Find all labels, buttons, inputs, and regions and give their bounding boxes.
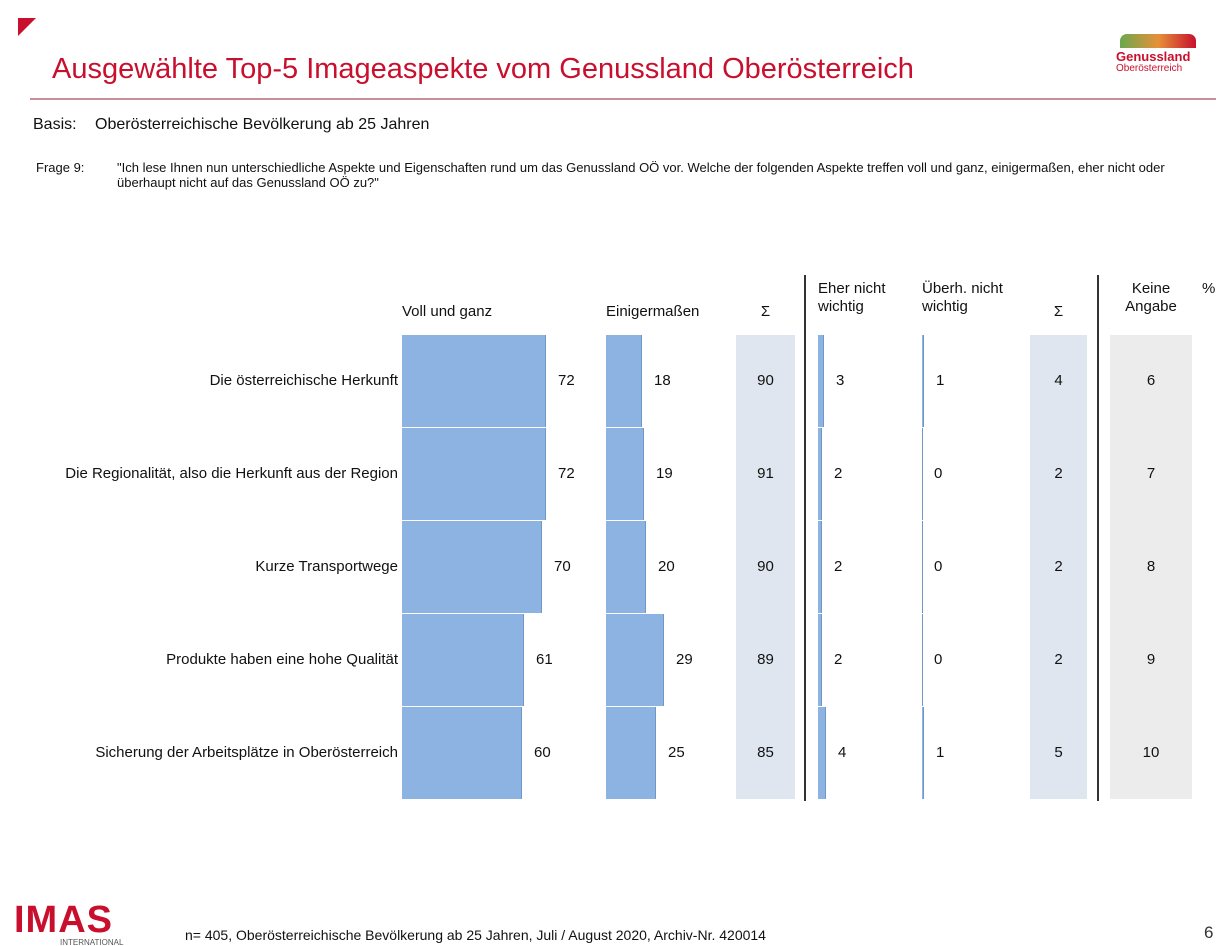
footer-logo: IMAS [14, 899, 113, 941]
bar [606, 614, 664, 706]
value-label: 8 [1146, 558, 1156, 575]
value-label: 7 [1146, 465, 1156, 482]
bar [818, 521, 822, 613]
column-header: Σ [1053, 303, 1064, 320]
bar [402, 335, 546, 427]
value-label: 10 [1142, 744, 1160, 761]
page-number: 6 [1204, 923, 1214, 942]
bar [402, 707, 522, 799]
bar [402, 521, 542, 613]
bar [818, 707, 826, 799]
column-header: Σ [760, 303, 771, 320]
value-label: 19 [656, 465, 673, 482]
bar [606, 428, 644, 520]
title: Ausgewählte Top-5 Imageaspekte vom Genus… [52, 53, 914, 85]
value-label: 5 [1054, 744, 1063, 761]
column-background [736, 335, 795, 799]
value-label: 91 [757, 465, 774, 482]
value-label: 90 [757, 558, 774, 575]
bar [818, 335, 824, 427]
value-label: 2 [1054, 465, 1063, 482]
value-label: 18 [654, 372, 671, 389]
column-header: Keine Angabe [1125, 280, 1177, 315]
value-label: 29 [676, 651, 693, 668]
column-header: Überh. nicht wichtig [922, 280, 1003, 315]
bar [922, 707, 924, 799]
logo-icon [1120, 34, 1196, 48]
value-label: 3 [836, 372, 845, 389]
value-label: 61 [536, 651, 553, 668]
value-label: 2 [1054, 651, 1063, 668]
value-label: 2 [834, 465, 843, 482]
value-label: 2 [834, 651, 843, 668]
bar [818, 428, 822, 520]
value-label: 0 [934, 558, 943, 575]
bar [818, 614, 822, 706]
basis-text: Oberösterreichische Bevölkerung ab 25 Ja… [95, 116, 430, 133]
unit-label: % [1202, 280, 1216, 297]
basis-label: Basis: [33, 116, 77, 133]
separator [1097, 275, 1099, 801]
bar [922, 614, 923, 706]
value-label: 2 [834, 558, 843, 575]
bar [606, 707, 656, 799]
column-header: Voll und ganz [402, 303, 493, 320]
bar [402, 614, 524, 706]
separator [804, 275, 806, 801]
bar [922, 521, 923, 613]
corner-triangle [18, 18, 36, 36]
question-label: Frage 9: [36, 160, 85, 175]
bar [606, 335, 642, 427]
question-text: "Ich lese Ihnen nun unterschiedliche Asp… [117, 160, 1165, 190]
value-label: 4 [1054, 372, 1063, 389]
value-label: 4 [838, 744, 847, 761]
column-background [1030, 335, 1087, 799]
value-label: 0 [934, 651, 943, 668]
column-background [1110, 335, 1192, 799]
value-label: 25 [668, 744, 685, 761]
title-rule [30, 98, 1216, 100]
value-label: 72 [558, 372, 575, 389]
bar [402, 428, 546, 520]
value-label: 0 [934, 465, 943, 482]
logo-text: Genussland [1116, 49, 1191, 64]
category-label: Die Regionalität, also die Herkunft aus … [65, 465, 398, 482]
column-header: Einigermaßen [606, 303, 700, 320]
value-label: 72 [558, 465, 575, 482]
logo-subtext: Oberösterreich [1116, 63, 1183, 74]
category-label: Die österreichische Herkunft [209, 372, 398, 389]
category-label: Produkte haben eine hohe Qualität [166, 651, 398, 668]
value-label: 1 [936, 372, 945, 389]
bar [606, 521, 646, 613]
column-header: Eher nicht wichtig [818, 280, 886, 315]
value-label: 20 [658, 558, 675, 575]
value-label: 85 [757, 744, 774, 761]
footer-logo-sub: INTERNATIONAL [60, 938, 124, 946]
value-label: 70 [554, 558, 571, 575]
value-label: 9 [1146, 651, 1156, 668]
category-label: Kurze Transportwege [255, 558, 398, 575]
value-label: 89 [757, 651, 774, 668]
bar [922, 335, 924, 427]
bar [922, 428, 923, 520]
footer-note: n= 405, Oberösterreichische Bevölkerung … [185, 927, 766, 943]
value-label: 2 [1054, 558, 1063, 575]
category-label: Sicherung der Arbeitsplätze in Oberöster… [95, 744, 398, 761]
value-label: 90 [757, 372, 774, 389]
value-label: 1 [936, 744, 945, 761]
value-label: 6 [1146, 372, 1156, 389]
value-label: 60 [534, 744, 551, 761]
